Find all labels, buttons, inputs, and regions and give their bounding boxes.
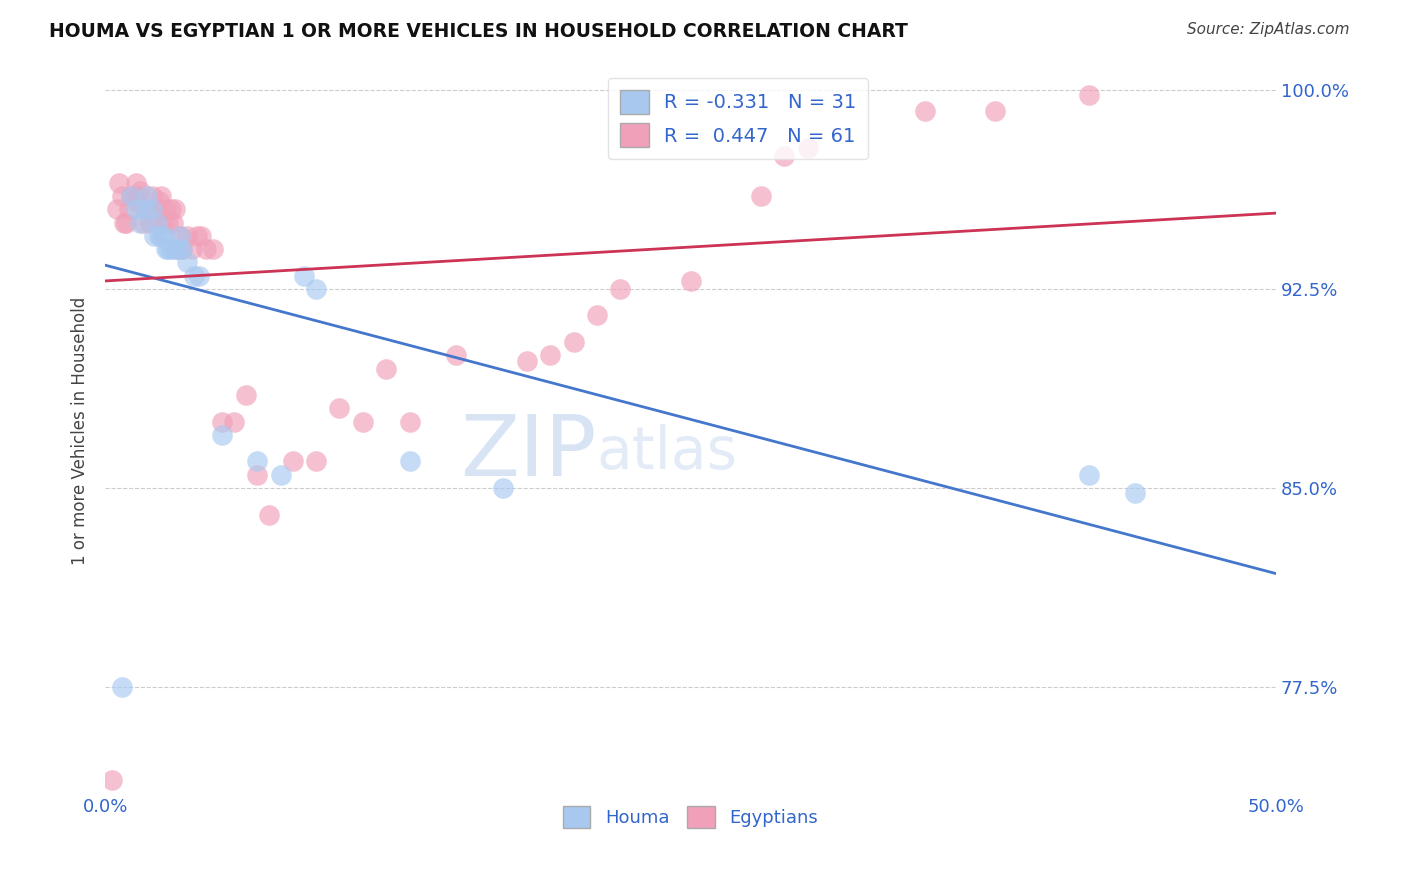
Point: [169, 228, 191, 243]
Point: [1125, 486, 1147, 500]
Point: [136, 202, 159, 217]
Point: [129, 215, 152, 229]
Point: [112, 215, 135, 229]
Point: [159, 242, 181, 256]
Point: [246, 454, 269, 468]
Point: [984, 103, 1007, 118]
Point: [165, 242, 187, 256]
Text: ZIP: ZIP: [460, 411, 598, 494]
Point: [166, 242, 188, 256]
Point: [124, 194, 146, 209]
Point: [120, 189, 142, 203]
Text: HOUMA VS EGYPTIAN 1 OR MORE VEHICLES IN HOUSEHOLD CORRELATION CHART: HOUMA VS EGYPTIAN 1 OR MORE VEHICLES IN …: [49, 22, 908, 41]
Point: [166, 242, 188, 256]
Point: [122, 189, 145, 203]
Point: [124, 176, 146, 190]
Point: [914, 103, 936, 118]
Point: [172, 242, 194, 256]
Point: [141, 202, 163, 217]
Point: [328, 401, 350, 416]
Point: [375, 361, 398, 376]
Point: [115, 215, 138, 229]
Point: [187, 268, 209, 283]
Point: [586, 309, 609, 323]
Point: [1077, 88, 1099, 103]
Point: [773, 149, 796, 163]
Point: [796, 141, 818, 155]
Legend: Houma, Egyptians: Houma, Egyptians: [557, 798, 825, 835]
Text: atlas: atlas: [598, 425, 738, 481]
Point: [562, 334, 585, 349]
Point: [1077, 467, 1099, 482]
Point: [145, 202, 167, 217]
Point: [131, 215, 153, 229]
Point: [176, 255, 198, 269]
Point: [150, 228, 173, 243]
Point: [183, 268, 205, 283]
Point: [235, 388, 257, 402]
Point: [190, 228, 212, 243]
Point: [749, 189, 772, 203]
Point: [446, 348, 468, 362]
Point: [352, 415, 374, 429]
Point: [305, 282, 328, 296]
Point: [108, 176, 131, 190]
Point: [120, 189, 142, 203]
Point: [101, 773, 124, 788]
Point: [516, 353, 538, 368]
Point: [150, 189, 173, 203]
Point: [134, 202, 156, 217]
Point: [155, 242, 177, 256]
Point: [152, 215, 174, 229]
Point: [117, 202, 139, 217]
Point: [162, 215, 184, 229]
Point: [105, 202, 128, 217]
Point: [172, 242, 194, 256]
Point: [398, 454, 420, 468]
Point: [492, 481, 515, 495]
Point: [201, 242, 224, 256]
Point: [159, 202, 181, 217]
Point: [305, 454, 328, 468]
Point: [165, 202, 187, 217]
Point: [138, 215, 160, 229]
Point: [134, 202, 156, 217]
Point: [136, 189, 159, 203]
Point: [169, 228, 191, 243]
Point: [148, 228, 170, 243]
Point: [194, 242, 217, 256]
Point: [679, 274, 702, 288]
Point: [152, 228, 174, 243]
Point: [292, 268, 315, 283]
Point: [145, 215, 167, 229]
Point: [609, 282, 631, 296]
Point: [148, 194, 170, 209]
Point: [180, 242, 202, 256]
Point: [110, 680, 132, 694]
Point: [157, 215, 180, 229]
Point: [257, 508, 280, 522]
Text: Source: ZipAtlas.com: Source: ZipAtlas.com: [1187, 22, 1350, 37]
Point: [538, 348, 561, 362]
Point: [143, 228, 166, 243]
Point: [143, 211, 166, 225]
Point: [246, 467, 269, 482]
Point: [222, 415, 245, 429]
Point: [155, 202, 177, 217]
Point: [398, 415, 420, 429]
Point: [157, 242, 180, 256]
Point: [141, 189, 163, 203]
Point: [124, 202, 146, 217]
Point: [270, 467, 292, 482]
Point: [186, 228, 208, 243]
Point: [127, 189, 149, 203]
Point: [129, 184, 152, 198]
Y-axis label: 1 or more Vehicles in Household: 1 or more Vehicles in Household: [72, 297, 89, 565]
Point: [176, 228, 198, 243]
Point: [110, 189, 132, 203]
Point: [211, 415, 233, 429]
Point: [211, 428, 233, 442]
Point: [281, 454, 304, 468]
